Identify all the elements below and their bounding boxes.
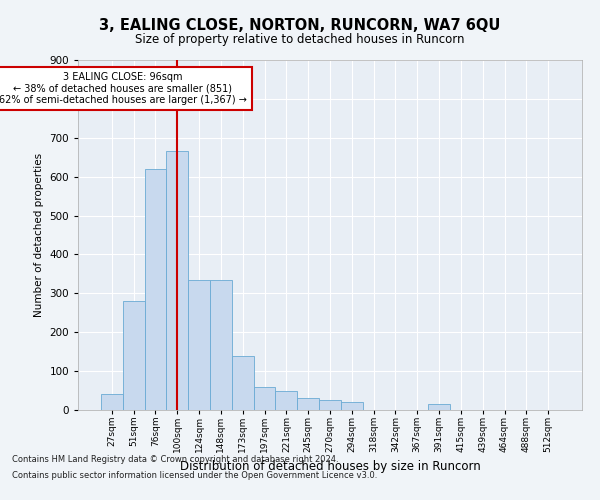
Bar: [232, 356, 254, 410]
Text: Size of property relative to detached houses in Runcorn: Size of property relative to detached ho…: [135, 32, 465, 46]
Text: Contains HM Land Registry data © Crown copyright and database right 2024.: Contains HM Land Registry data © Crown c…: [12, 456, 338, 464]
X-axis label: Distribution of detached houses by size in Runcorn: Distribution of detached houses by size …: [179, 460, 481, 473]
Bar: [341, 402, 363, 410]
Bar: [166, 152, 188, 410]
Y-axis label: Number of detached properties: Number of detached properties: [34, 153, 44, 317]
Bar: [428, 404, 450, 410]
Bar: [297, 398, 319, 410]
Text: 3 EALING CLOSE: 96sqm
← 38% of detached houses are smaller (851)
62% of semi-det: 3 EALING CLOSE: 96sqm ← 38% of detached …: [0, 72, 247, 105]
Text: 3, EALING CLOSE, NORTON, RUNCORN, WA7 6QU: 3, EALING CLOSE, NORTON, RUNCORN, WA7 6Q…: [100, 18, 500, 32]
Text: Contains public sector information licensed under the Open Government Licence v3: Contains public sector information licen…: [12, 470, 377, 480]
Bar: [275, 390, 297, 410]
Bar: [145, 169, 166, 410]
Bar: [254, 386, 275, 410]
Bar: [319, 400, 341, 410]
Bar: [123, 301, 145, 410]
Bar: [210, 280, 232, 410]
Bar: [101, 394, 123, 410]
Bar: [188, 280, 210, 410]
